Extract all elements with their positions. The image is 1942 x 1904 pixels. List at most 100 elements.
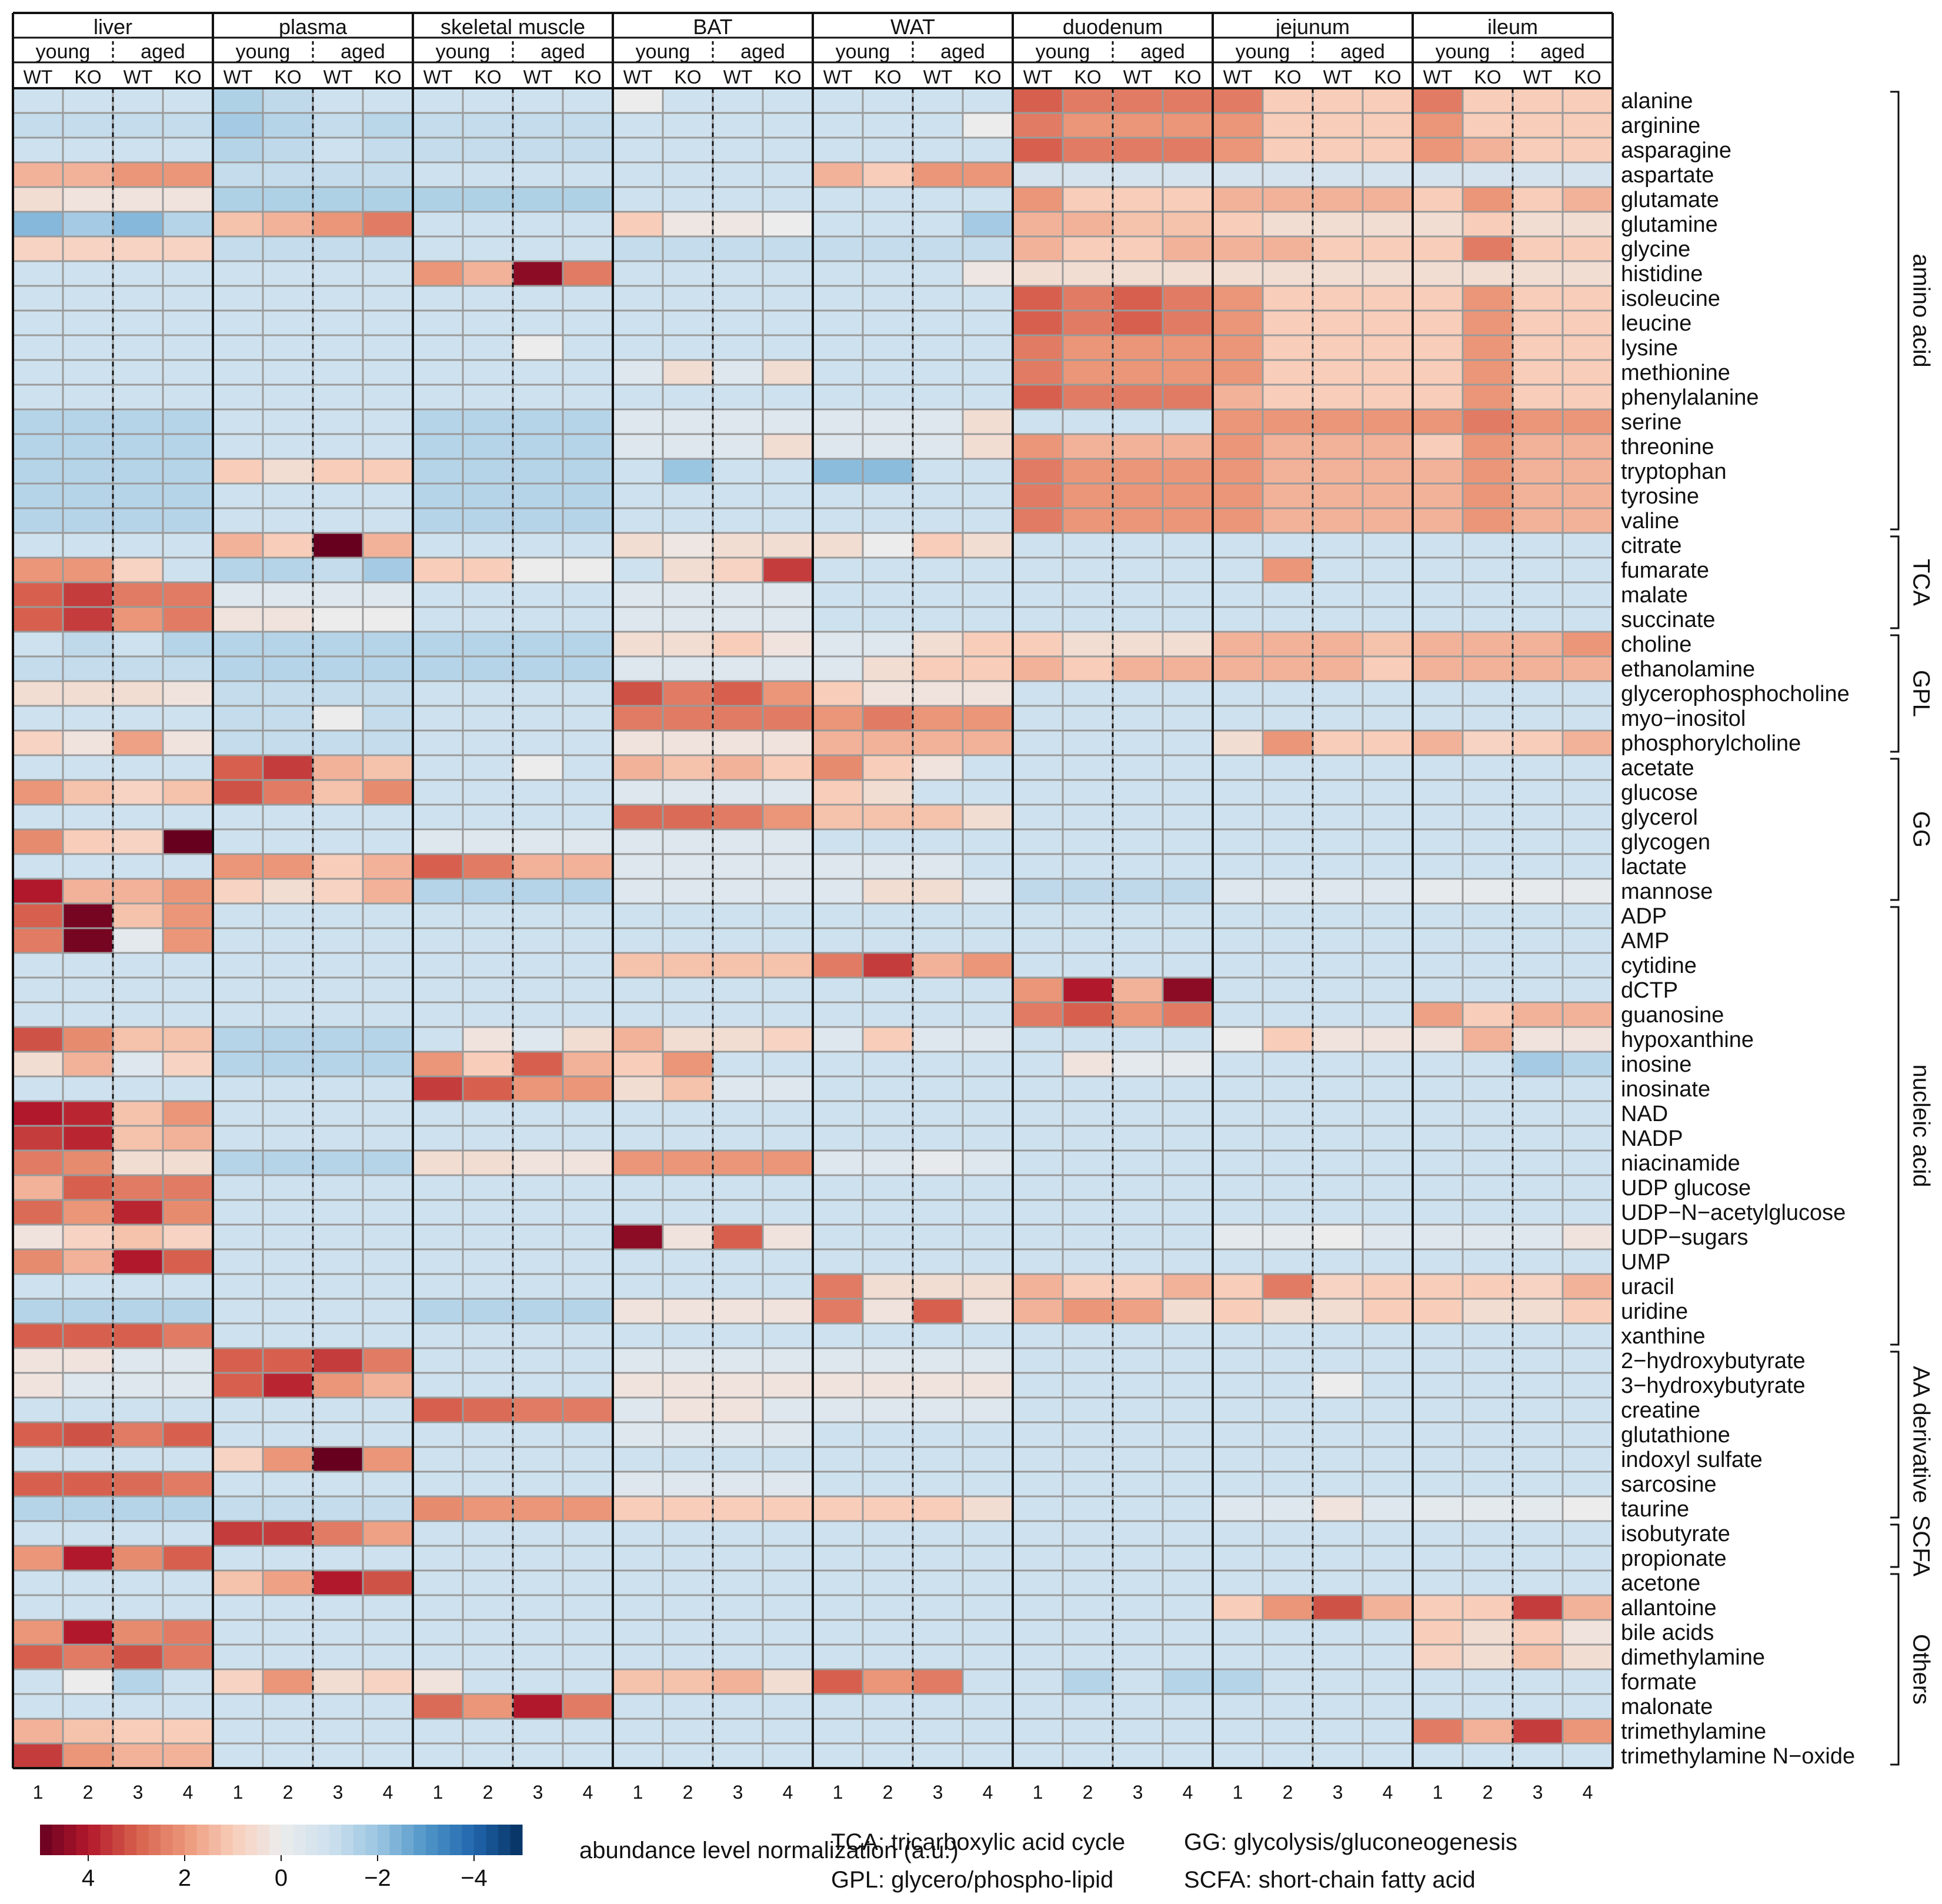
heatmap-cell (1362, 1594, 1414, 1621)
heatmap-cell (512, 458, 564, 485)
heatmap-cell (1262, 235, 1314, 262)
heatmap-cell (662, 1026, 714, 1053)
metabolite-label-indoxyl-sulfate: indoxyl sulfate (1621, 1448, 1763, 1472)
heatmap-cell (1112, 1594, 1164, 1621)
heatmap-cell (112, 1569, 164, 1596)
heatmap-cell (812, 161, 864, 188)
heatmap-cell (762, 952, 814, 979)
heatmap-cell (662, 1495, 714, 1522)
heatmap-cell (562, 334, 614, 361)
heatmap-cell (1511, 1372, 1564, 1399)
heatmap-cell (212, 1199, 264, 1226)
group-label-gg: GG (1908, 811, 1934, 848)
heatmap-cell (62, 235, 114, 262)
heatmap-cell (1062, 1495, 1114, 1522)
heatmap-cell (1362, 211, 1414, 238)
heatmap-cell (862, 507, 914, 534)
heatmap-cell (262, 1347, 314, 1374)
heatmap-cell (1312, 1174, 1364, 1201)
heatmap-cell (1212, 1619, 1264, 1646)
heatmap-cell (912, 1347, 964, 1374)
heatmap-cell (1012, 952, 1064, 979)
heatmap-cell (12, 433, 64, 460)
heatmap-cell (1561, 112, 1614, 139)
heatmap-cell (1262, 1149, 1314, 1176)
heatmap-cell (812, 309, 864, 336)
heatmap-cell (1312, 853, 1364, 880)
heatmap-cell (1212, 902, 1264, 929)
heatmap-cell (1561, 1742, 1614, 1769)
heatmap-cell (312, 631, 364, 658)
heatmap-cell (262, 1372, 314, 1399)
heatmap-cell (1262, 952, 1314, 979)
heatmap-cell (212, 1273, 264, 1300)
heatmap-cell (212, 853, 264, 880)
heatmap-cell (212, 309, 264, 336)
heatmap-cell (162, 334, 214, 361)
heatmap-cell (362, 1075, 414, 1102)
heatmap-cell (62, 1125, 114, 1152)
heatmap-cell (62, 87, 114, 114)
heatmap-cell (312, 1298, 364, 1325)
heatmap-cell (362, 1545, 414, 1572)
heatmap-cell (712, 1199, 764, 1226)
heatmap-cell (1561, 1125, 1614, 1152)
heatmap-cell (1511, 1298, 1564, 1325)
heatmap-cell (812, 581, 864, 608)
metabolite-label-inosinate: inosinate (1621, 1077, 1710, 1102)
heatmap-cell (1112, 1026, 1164, 1053)
heatmap-cell (1461, 1668, 1514, 1695)
heatmap-cell (1561, 482, 1614, 509)
heatmap-cell (962, 1619, 1014, 1646)
heatmap-cell (1412, 705, 1464, 732)
heatmap-cell (1511, 408, 1564, 435)
heatmap-cell (62, 309, 114, 336)
heatmap-cell (1062, 902, 1114, 929)
heatmap-cell (212, 408, 264, 435)
heatmap-cell (712, 211, 764, 238)
heatmap-cell (1112, 631, 1164, 658)
metabolite-label-mannose: mannose (1621, 879, 1713, 904)
heatmap-cell (262, 976, 314, 1003)
heatmap-cell (162, 729, 214, 756)
heatmap-cell (1162, 1026, 1214, 1053)
heatmap-cell (812, 1026, 864, 1053)
heatmap-cell (1212, 1100, 1264, 1127)
heatmap-cell (1312, 1223, 1364, 1251)
heatmap-cell (712, 1223, 764, 1251)
heatmap-cell (712, 1149, 764, 1176)
heatmap-cell (462, 1718, 514, 1745)
heatmap-cell (962, 112, 1014, 139)
metabolite-label-succinate: succinate (1621, 608, 1716, 632)
heatmap-cell (562, 1396, 614, 1423)
heatmap-cell (862, 1125, 914, 1152)
heatmap-cell (1262, 260, 1314, 287)
heatmap-cell (762, 186, 814, 213)
heatmap-cell (912, 408, 964, 435)
heatmap-cell (1112, 1051, 1164, 1078)
heatmap-cell (862, 1149, 914, 1176)
heatmap-cell (162, 87, 214, 114)
heatmap-cell (1511, 1001, 1564, 1028)
heatmap-cell (112, 1322, 164, 1349)
heatmap-cell (1312, 680, 1364, 707)
heatmap-cell (262, 1001, 314, 1028)
heatmap-cell (912, 1668, 964, 1695)
colorbar-swatch (40, 1825, 52, 1855)
heatmap-cell (1212, 211, 1264, 238)
heatmap-cell (862, 334, 914, 361)
heatmap-cell (1012, 754, 1064, 781)
heatmap-cell (212, 1718, 264, 1745)
heatmap-cell (762, 927, 814, 954)
heatmap-cell (1561, 631, 1614, 658)
heatmap-cell (1461, 754, 1514, 781)
heatmap-cell (912, 285, 964, 312)
heatmap-cell (462, 1668, 514, 1695)
heatmap-cell (1511, 136, 1564, 164)
heatmap-cell (362, 556, 414, 583)
heatmap-cell (162, 1668, 214, 1695)
heatmap-cell (62, 1223, 114, 1251)
heatmap-cell (162, 309, 214, 336)
heatmap-cell (1412, 927, 1464, 954)
heatmap-cell (162, 803, 214, 831)
